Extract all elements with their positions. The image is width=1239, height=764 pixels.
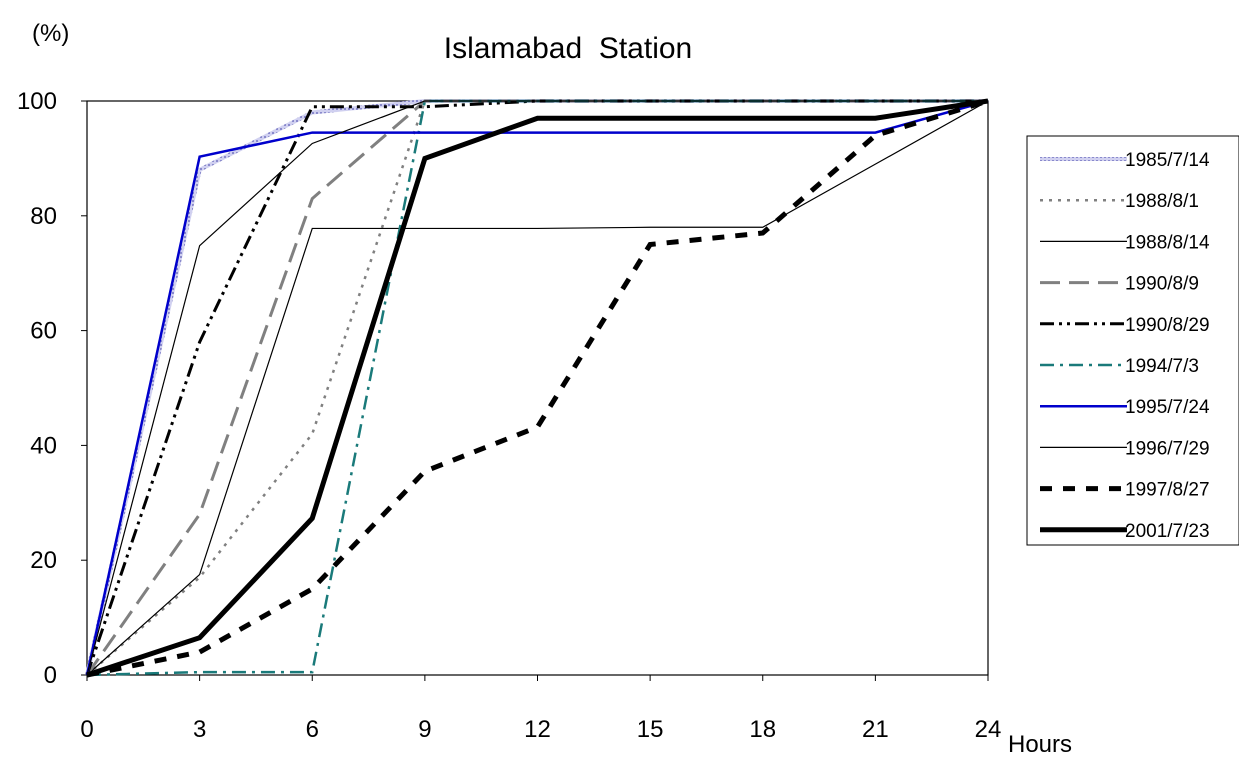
- legend-label: 1994/7/3: [1125, 356, 1199, 377]
- x-tick-label: 0: [80, 716, 93, 743]
- x-tick-label: 9: [418, 716, 431, 743]
- y-tick-label: 60: [30, 318, 57, 345]
- y-tick-label: 80: [30, 203, 57, 230]
- x-tick-label: 18: [749, 716, 776, 743]
- y-axis: 0 20 40 60 80 100: [17, 88, 87, 689]
- x-tick-label: 3: [193, 716, 206, 743]
- legend-label: 1997/8/27: [1125, 480, 1210, 501]
- legend-box: [1026, 135, 1239, 546]
- x-axis: 0 3 6 9 12 15 18 21 24: [80, 675, 1001, 743]
- series-line-2001-7-23: [86, 98, 989, 678]
- legend-label: 1988/8/1: [1125, 191, 1199, 212]
- series-line-1988-8-14: [86, 100, 989, 676]
- legend-label: 2001/7/23: [1125, 521, 1210, 542]
- x-tick-label: 6: [306, 716, 319, 743]
- x-tick-label: 21: [862, 716, 889, 743]
- x-tick-label: 12: [524, 716, 551, 743]
- series-lines: [85, 98, 989, 678]
- series-line-1997-8-27: [86, 98, 989, 678]
- legend: 1985/7/14 1988/8/1 1988/8/14 1990/8/9 1990/8…: [1040, 150, 1210, 542]
- legend-label: 1990/8/9: [1125, 274, 1199, 295]
- y-tick-label: 40: [30, 432, 57, 459]
- y-tick-label: 100: [17, 88, 57, 115]
- legend-label: 1995/7/24: [1125, 397, 1210, 418]
- y-axis-unit-label: (%): [32, 20, 69, 47]
- x-axis-label: Hours: [1008, 731, 1072, 758]
- series-line-1996-7-29: [86, 100, 988, 676]
- legend-label: 1988/8/14: [1125, 232, 1210, 253]
- series-line-1988-8-1: [86, 99, 988, 676]
- legend-label: 1996/7/29: [1125, 438, 1210, 459]
- series-line-1995-7-24: [85, 99, 989, 676]
- y-tick-label: 0: [44, 662, 57, 689]
- legend-label: 1985/7/14: [1125, 150, 1210, 171]
- y-tick-label: 20: [30, 547, 57, 574]
- x-tick-label: 24: [975, 716, 1002, 743]
- plot-area: [86, 100, 989, 676]
- chart-title: Islamabad Station: [444, 32, 692, 65]
- legend-label: 1990/8/29: [1125, 315, 1210, 336]
- x-tick-label: 15: [637, 716, 664, 743]
